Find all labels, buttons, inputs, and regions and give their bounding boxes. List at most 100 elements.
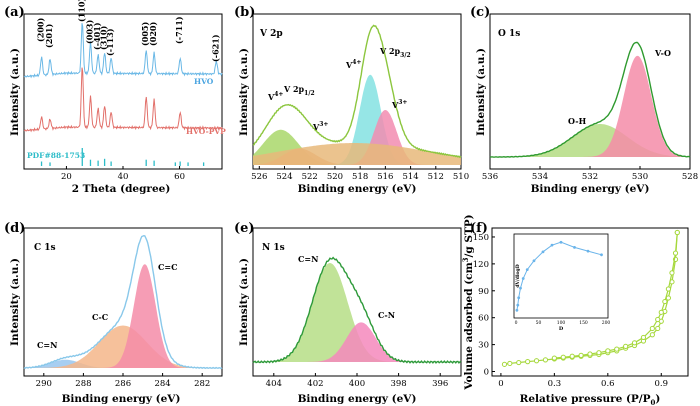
panel-a-annotation-7: (005): [140, 22, 150, 46]
panel-f-ytick-1: 30: [478, 341, 489, 351]
panel-e-ylabel: Intensity (a.u.): [238, 258, 250, 346]
panel-f-inset-point-10: [573, 246, 576, 249]
panel-f-ytick-2: 60: [478, 314, 489, 324]
panel-b: 526 524 522 520 518 516 514 512 510 (b) V 2p Bin…: [234, 5, 469, 195]
panel-c: 536 534 532 530 528 (c) O 1s Binding energy …: [470, 5, 698, 195]
panel-b-xtick-3: 520: [327, 172, 343, 182]
panel-e-xtick-4: 396: [432, 379, 448, 389]
panel-d-ylabel: Intensity (a.u.): [9, 258, 21, 346]
panel-b-ann-2p32: V 2p3/2: [379, 46, 411, 59]
panel-e-title: N 1s: [262, 243, 285, 253]
panel-f-desorption-point-0: [674, 229, 680, 236]
panel-b-ylabel: Intensity (a.u.): [238, 48, 250, 136]
panel-d-ann-cn: C=N: [37, 340, 57, 350]
panel-f-desorption-point-6: [655, 316, 661, 323]
panel-f-inset-point-6: [532, 259, 536, 263]
panel-f-ytick-4: 120: [473, 260, 489, 270]
panel-b-xtick-4: 518: [352, 172, 368, 182]
panel-f-inset-point-11: [586, 249, 590, 253]
panel-f-desorption-point-9: [631, 340, 638, 346]
panel-f-adsorption-point-5: [542, 357, 549, 363]
panel-e: 404 402 400 398 396 (e) N 1s Binding energy …: [234, 221, 462, 405]
panel-d-envelope: [23, 234, 223, 370]
panel-b-title: V 2p: [259, 29, 283, 39]
panel-b-ann-v3-right: V3+: [391, 99, 407, 110]
panel-f-inset-xlabel: D: [559, 326, 564, 332]
panel-d-component-1: [24, 325, 222, 368]
panel-c-ann-vo: V-O: [654, 48, 671, 58]
panel-f-inset-frame: [513, 233, 609, 319]
panel-d-label: (d): [4, 221, 25, 236]
panel-f-desorption-point-7: [649, 325, 655, 332]
panel-d-ann-cc: C-C: [92, 312, 108, 322]
panel-f-inset-point-0: [515, 308, 519, 312]
panel-f-inset-xtick-1: 50: [536, 320, 542, 326]
panel-f-adsorption-point-18: [655, 325, 661, 332]
panel-f-inset-point-12: [600, 253, 603, 257]
panel-f-desorption-point-3: [665, 286, 672, 292]
panel-a-xtick-0: 20: [61, 172, 72, 182]
panel-f-desorption-point-17: [560, 354, 566, 360]
panel-a-annotation-9: (-711): [174, 16, 184, 44]
panel-f-xlabel: Relative pressure (P/P0): [520, 393, 661, 406]
panel-f-inset-xtick-3: 150: [579, 320, 588, 326]
panel-d-ann-c-double-c: C=C: [158, 262, 177, 272]
panel-f-xtick-2: 0.6: [601, 379, 615, 389]
panel-a-xtick-2: 60: [174, 172, 185, 182]
panel-f-ytick-5: 150: [473, 233, 489, 243]
panel-f-desorption-point-13: [596, 350, 602, 356]
panel-f-inset-point-8: [550, 243, 554, 247]
panel-d-xtick-1: 288: [75, 379, 91, 389]
panel-c-xtick-1: 534: [532, 172, 548, 182]
panel-a-annotation-10: (-621): [210, 34, 220, 62]
panel-a-annotation-4: (-401): [92, 22, 102, 50]
panel-f-desorption-point-2: [669, 270, 675, 276]
panel-f-desorption-point-15: [578, 352, 584, 358]
panel-f-inset-point-1: [516, 303, 520, 307]
panel-e-xtick-1: 402: [307, 379, 323, 389]
panel-a-annotation-8: (020): [148, 22, 158, 46]
panel-b-xtick-8: 510: [453, 172, 469, 182]
panel-b-ann-v3-left: V3+: [312, 121, 328, 132]
panel-b-ann-v4-right: V4+: [345, 59, 361, 70]
panel-a-label: (a): [4, 5, 25, 20]
panel-a-annotation-1: (201): [44, 24, 54, 48]
panel-c-xlabel: Binding energy (eV): [531, 183, 650, 195]
panel-f-ytick-3: 90: [478, 287, 489, 297]
panel-a-annotation-2: (110): [76, 0, 86, 22]
panel-b-xtick-0: 526: [251, 172, 267, 182]
panel-f-desorption-point-5: [658, 309, 664, 315]
panel-f-xtick-0: 0: [498, 379, 503, 389]
panel-f-adsorption-point-17: [649, 332, 655, 338]
panel-a-annotation-0: (200): [36, 18, 46, 42]
panel-f-inset-point-4: [521, 277, 525, 280]
panel-f-inset-point-5: [525, 268, 529, 271]
panel-a-annotation-3: (003): [84, 20, 94, 44]
panel-f-frame: [491, 227, 689, 377]
panel-b-envelope: [252, 24, 462, 159]
panel-c-envelope: [489, 41, 691, 158]
panel-c-title: O 1s: [498, 29, 520, 39]
panel-b-xtick-6: 514: [402, 172, 418, 182]
panel-a-xtick-1: 40: [118, 172, 129, 182]
panel-f-desorption-point-11: [614, 346, 620, 352]
panel-f-desorption-point-4: [662, 298, 668, 305]
panel-e-component-1: [253, 322, 461, 362]
panel-e-xtick-2: 400: [349, 379, 365, 389]
panel-f-adsorption-point-3: [525, 359, 531, 365]
panel-b-ann-2p12: V 2p1/2: [283, 84, 315, 97]
panel-f-adsorption-point-2: [516, 359, 522, 366]
panel-f-desorption-point-8: [640, 334, 647, 341]
panel-b-component-4: [253, 143, 461, 165]
panel-f-adsorption-point-0: [501, 361, 508, 367]
panel-f: 0 0.3 0.6 0.9 0 30 60 90 120 150 0 50 100 150 200 DdV/d…: [461, 214, 689, 406]
panel-f-xtick-3: 0.9: [655, 379, 669, 389]
panel-e-component-0: [253, 263, 461, 362]
panel-a-annotation-6: (-113): [105, 28, 115, 56]
panel-f-desorption-point-1: [672, 250, 679, 256]
panel-f-desorption-point-14: [587, 351, 593, 357]
panel-b-frame: [252, 13, 462, 170]
panel-d-xtick-2: 286: [115, 379, 131, 389]
panel-d-xtick-4: 282: [194, 379, 210, 389]
